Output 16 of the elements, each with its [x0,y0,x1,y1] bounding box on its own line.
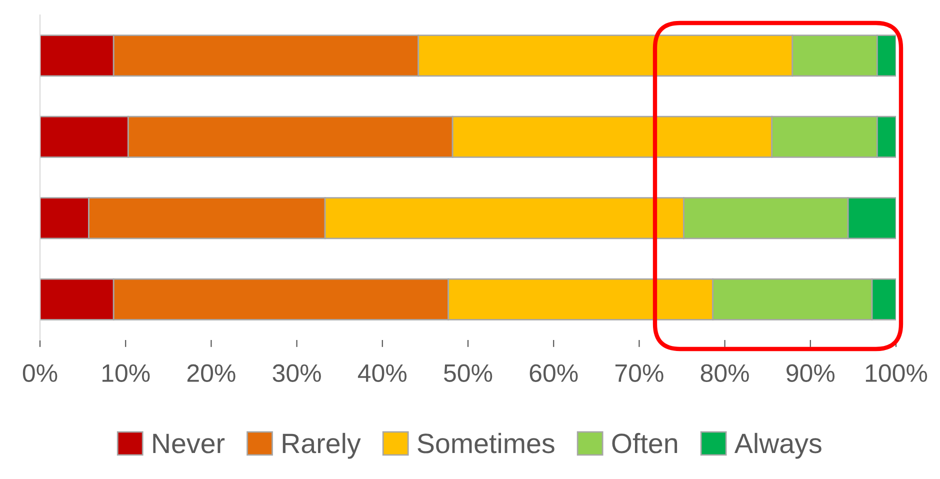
x-tick-label: 100% [866,364,928,382]
x-tick-label: 50% [444,364,492,382]
legend-label: Sometimes [418,432,554,454]
x-tick-label: 80% [700,364,749,382]
x-tick-label: 20% [187,364,236,382]
legend-label: Always [734,432,822,459]
x-tick-label: 0% [22,364,58,382]
x-tick-label: 40% [358,364,407,382]
x-tick-label: 30% [272,364,321,382]
x-tick-label: 10% [102,364,150,382]
x-tick-label: 90% [786,364,835,382]
legend-label: Rarely [282,432,361,459]
legend-label: Often [612,432,678,454]
x-tick-label: 70% [615,364,664,382]
x-tick-label: 60% [530,364,578,382]
legend-label: Never [153,434,225,454]
